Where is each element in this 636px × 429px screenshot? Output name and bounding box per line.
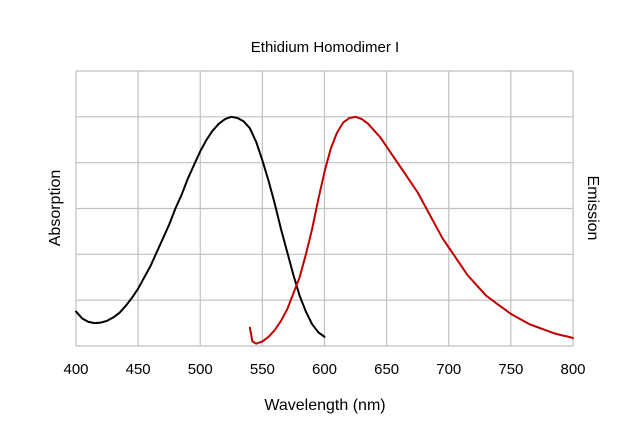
- x-tick-label: 550: [250, 361, 275, 378]
- x-tick-label: 800: [560, 361, 585, 378]
- x-tick-label: 750: [498, 361, 523, 378]
- x-tick-label: 500: [188, 361, 213, 378]
- x-tick-label: 400: [63, 361, 88, 378]
- y-axis-label-right: Emission: [584, 176, 601, 241]
- x-tick-label: 600: [312, 361, 337, 378]
- x-tick-label: 450: [126, 361, 151, 378]
- series-group: [75, 115, 574, 345]
- grid: [75, 70, 574, 347]
- x-axis-label: Wavelength (nm): [264, 397, 385, 414]
- x-tick-label: 700: [436, 361, 461, 378]
- y-axis-label-left: Absorption: [47, 170, 64, 247]
- chart-title: Ethidium Homodimer I: [251, 39, 399, 56]
- absorption-series-line: [75, 115, 326, 338]
- x-tick-labels: 400 450 500 550 600 650 700 750 800: [63, 361, 585, 378]
- x-tick-label: 650: [374, 361, 399, 378]
- emission-series-line: [248, 115, 574, 345]
